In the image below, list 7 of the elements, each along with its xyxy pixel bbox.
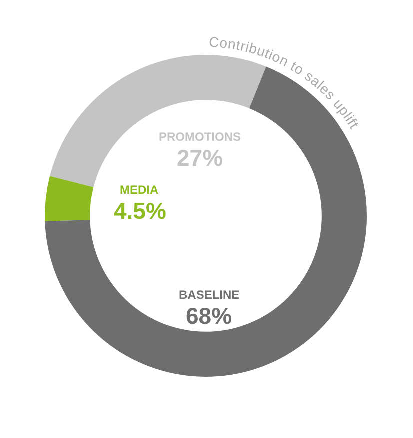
slice-label: BASELINE [179,288,240,302]
slice-label: MEDIA [120,183,159,197]
data-label: 4.5% [114,198,166,224]
slice-label: PROMOTIONS [159,130,242,144]
data-label: 27% [177,145,224,171]
data-label: 68% [186,303,232,329]
donut-slice [45,176,94,222]
